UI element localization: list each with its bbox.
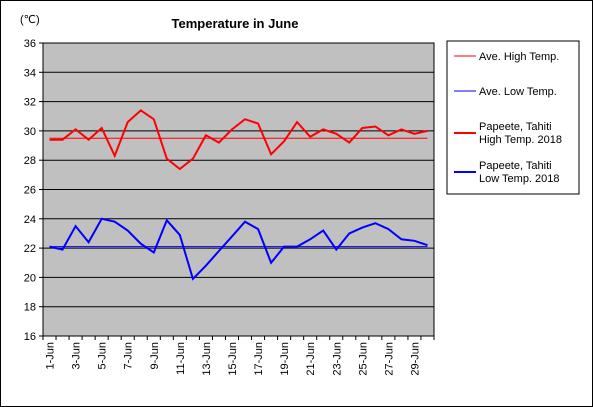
- x-tick-label-19-Jun: 19-Jun: [279, 342, 291, 376]
- x-tick-label-27-Jun: 27-Jun: [383, 342, 395, 376]
- y-unit-label: (℃): [20, 14, 40, 26]
- x-tick-label-21-Jun: 21-Jun: [305, 342, 317, 376]
- series-line-papeete-tahiti-high-temp-2018: [49, 109, 428, 171]
- plot-area: 16 18 20 22 24 26 28 30 32 34 36 1-Jun 3-Jun 5-Jun 7-J…: [24, 38, 435, 376]
- y-tick-label-24: 24: [24, 214, 36, 226]
- legend-entry-ave-low-temp: Ave. Low Temp.: [479, 86, 557, 98]
- y-tick-label-28: 28: [24, 155, 36, 167]
- legend-entry-papeete-tahiti-low-temp-2018: Papeete, Tahiti Low Temp. 2018: [479, 160, 560, 185]
- x-tick-label-17-Jun: 17-Jun: [253, 342, 265, 376]
- y-tick-label-20: 20: [24, 272, 36, 284]
- series-line-papeete-tahiti-low-temp-2018: [49, 217, 428, 281]
- x-tick-label-9-Jun: 9-Jun: [149, 342, 161, 370]
- y-tick-label-22: 22: [24, 243, 36, 255]
- legend-entry-ave-high-temp: Ave. High Temp.: [479, 51, 559, 63]
- y-tick-label-36: 36: [24, 38, 36, 50]
- x-tick-label-15-Jun: 15-Jun: [227, 342, 239, 376]
- chart-title: Temperature in June: [172, 16, 299, 31]
- y-tick-label-26: 26: [24, 185, 36, 197]
- y-tick-label-30: 30: [24, 126, 36, 138]
- x-tick-label-29-Jun: 29-Jun: [409, 342, 421, 376]
- x-tick-label-5-Jun: 5-Jun: [97, 342, 109, 370]
- x-tick-label-13-Jun: 13-Jun: [201, 342, 213, 376]
- x-tick-label-11-Jun: 11-Jun: [175, 342, 187, 375]
- x-tick-label-23-Jun: 23-Jun: [331, 342, 343, 376]
- legend-entry-papeete-tahiti-high-temp-2018: Papeete, Tahiti High Temp. 2018: [479, 121, 562, 146]
- x-tick-label-1-Jun: 1-Jun: [45, 342, 57, 370]
- legend-box: [446, 40, 580, 195]
- x-tick-label-25-Jun: 25-Jun: [357, 342, 369, 376]
- y-tick-label-32: 32: [24, 97, 36, 109]
- y-tick-label-18: 18: [24, 302, 36, 314]
- y-tick-label-34: 34: [24, 67, 36, 79]
- x-tick-label-3-Jun: 3-Jun: [71, 342, 83, 370]
- y-tick-label-16: 16: [24, 331, 36, 343]
- x-tick-label-7-Jun: 7-Jun: [123, 342, 135, 370]
- legend: Ave. High Temp. Ave. Low Temp. Papeete, Ta…: [446, 40, 580, 195]
